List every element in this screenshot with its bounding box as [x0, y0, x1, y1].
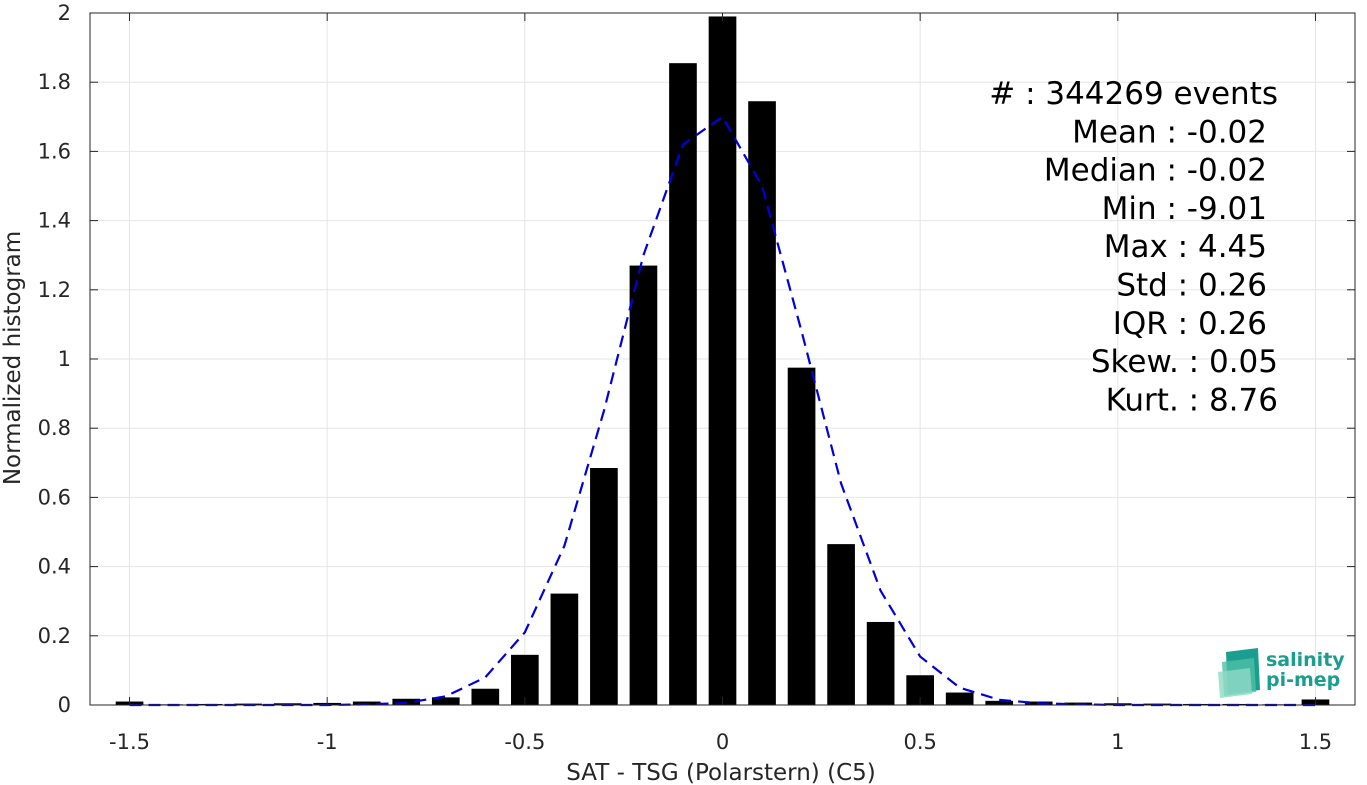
y-tick-label: 1.2: [38, 278, 71, 302]
x-tick-label: 0: [716, 730, 729, 754]
histogram-bar: [985, 700, 1014, 705]
logo-text-line2: pi-mep: [1266, 669, 1340, 691]
histogram-bar: [708, 16, 737, 705]
histogram-bar: [629, 265, 658, 705]
histogram-bar: [669, 63, 697, 706]
stats-annotation-line: IQR : 0.26: [1113, 306, 1267, 342]
y-tick-label: 2: [58, 1, 71, 25]
x-tick-label: -1: [317, 730, 338, 754]
histogram-bar: [866, 621, 895, 705]
x-tick-label: 1: [1111, 730, 1124, 754]
y-tick-label: 0.4: [38, 555, 71, 579]
x-tick-label: -0.5: [504, 730, 545, 754]
x-tick-label: 0.5: [903, 730, 936, 754]
y-tick-label: 0.2: [38, 624, 71, 648]
histogram-bar: [471, 688, 500, 705]
logo-text-line1: salinity: [1266, 649, 1345, 671]
x-tick-label: -1.5: [109, 730, 150, 754]
y-tick-label: 0.8: [38, 416, 71, 440]
y-axis-label: Normalized histogram: [0, 231, 26, 485]
y-axis-ticks: 0 0.2 0.4 0.6 0.8 1 1.2 1.4 1.6 1.8 2: [38, 1, 1355, 717]
stats-annotation-line: Median : -0.02: [1044, 153, 1267, 189]
stats-annotation-line: Mean : -0.02: [1072, 114, 1267, 150]
x-axis-ticks: -1.5 -1 -0.5 0 0.5 1 1.5: [109, 13, 1332, 754]
stats-annotation-line: Kurt. : 8.76: [1106, 382, 1278, 418]
histogram-bar: [590, 467, 618, 705]
histogram-bar: [787, 367, 816, 705]
stats-annotation-line: Max : 4.45: [1104, 229, 1267, 265]
histogram-bar: [550, 593, 579, 705]
histogram-bar: [945, 692, 974, 705]
y-tick-label: 0: [58, 693, 71, 717]
stats-annotation-line: # : 344269 events: [989, 76, 1278, 112]
histogram-bar: [827, 544, 855, 705]
y-tick-label: 1.6: [38, 139, 71, 163]
histogram-bar: [748, 101, 776, 706]
x-tick-label: 1.5: [1299, 730, 1332, 754]
y-tick-label: 1.8: [38, 70, 71, 94]
stats-annotation-line: Std : 0.26: [1116, 268, 1267, 304]
salinity-pi-mep-logo: salinity pi-mep: [1218, 648, 1345, 698]
stats-annotation-line: Skew. : 0.05: [1091, 344, 1278, 380]
y-tick-label: 1: [58, 347, 71, 371]
x-axis-label: SAT - TSG (Polarstern) (C5): [566, 760, 875, 785]
histogram-bar: [511, 654, 539, 705]
stats-annotation-line: Min : -9.01: [1102, 191, 1267, 227]
wave-logo-icon: [1218, 648, 1260, 698]
y-tick-label: 1.4: [38, 209, 71, 233]
histogram-bar: [431, 697, 460, 705]
y-tick-label: 0.6: [38, 485, 71, 509]
